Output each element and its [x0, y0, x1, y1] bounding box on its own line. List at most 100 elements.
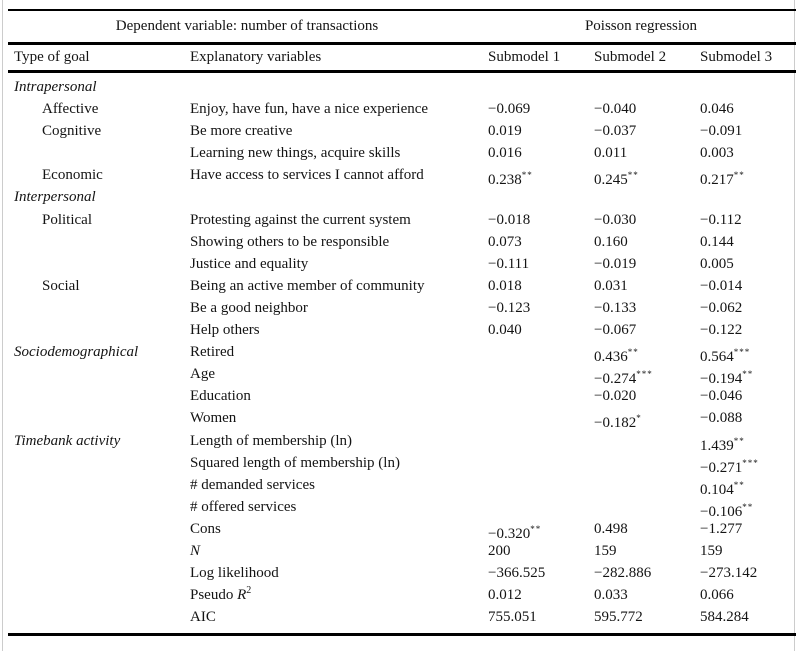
- value-cell: −0.067: [594, 319, 636, 341]
- table-row: Log likelihood −366.525 −282.886 −273.142: [0, 562, 808, 584]
- goal-cell: Sociodemographical: [14, 344, 139, 361]
- value-cell: 0.005: [700, 253, 734, 275]
- coefficient-value: 0.144: [700, 233, 734, 250]
- goal-cell: Timebank activity: [14, 432, 121, 449]
- coefficient-value: −0.274: [594, 371, 637, 388]
- coefficient-value: 0.217: [700, 172, 734, 189]
- coefficient-value: 0.040: [488, 322, 522, 339]
- coefficient-value: 0.104: [700, 481, 734, 498]
- coefficient-value: 0.436: [594, 349, 628, 366]
- coefficient-value: −0.020: [594, 388, 637, 405]
- coefficient-value: 0.019: [488, 123, 522, 140]
- value-cell: 0.073: [488, 231, 522, 253]
- bottom-rule: [8, 633, 796, 636]
- value-cell: −366.525: [488, 562, 545, 584]
- column-header-row: Type of goal Explanatory variables Submo…: [0, 45, 808, 70]
- dependent-variable-title: Dependent variable: number of transactio…: [115, 18, 379, 34]
- coefficient-value: 0.073: [488, 233, 522, 250]
- coefficient-value: 755.051: [488, 609, 537, 626]
- table-row: Be a good neighbor −0.123 −0.133 −0.062: [0, 297, 808, 319]
- coefficient-value: −0.018: [488, 211, 531, 228]
- variable-cell: N: [190, 542, 201, 559]
- coefficient-value: −1.277: [700, 520, 743, 537]
- goal-cell: Affective: [42, 101, 99, 118]
- table-row: Learning new things, acquire skills 0.016…: [0, 142, 808, 164]
- significance-stars: ***: [636, 369, 653, 380]
- value-cell: 595.772: [594, 606, 643, 628]
- table-row: Affective Enjoy, have fun, have a nice ex…: [0, 98, 808, 120]
- table-row: Economic Have access to services I cannot…: [0, 164, 808, 189]
- variable-cell: Age: [190, 366, 215, 383]
- table-row: Help others 0.040 −0.067 −0.122: [0, 319, 808, 341]
- coefficient-value: −282.886: [594, 565, 652, 582]
- variable-cell: Log likelihood: [190, 565, 279, 582]
- value-cell: 0.498: [594, 518, 628, 540]
- value-cell: −0.320**: [488, 518, 541, 545]
- value-cell: −0.194**: [700, 363, 753, 390]
- table-row: Squared length of membership (ln) −0.271*…: [0, 452, 808, 476]
- coefficient-value: −0.123: [488, 299, 531, 316]
- table-row: Showing others to be responsible 0.073 0.1…: [0, 231, 808, 253]
- table-row: Cognitive Be more creative 0.019 −0.037 −0.0…: [0, 120, 808, 142]
- coefficient-value: −366.525: [488, 565, 546, 582]
- significance-stars: **: [530, 523, 542, 534]
- variable-cell: Learning new things, acquire skills: [190, 145, 401, 162]
- coefficient-value: −0.040: [594, 101, 637, 118]
- variable-cell: # offered services: [190, 498, 297, 515]
- coefficient-value: 0.245: [594, 172, 628, 189]
- value-cell: −0.111: [488, 253, 529, 275]
- coefficient-value: −0.112: [700, 211, 742, 228]
- coefficient-value: 159: [700, 542, 723, 559]
- coefficient-value: 0.018: [488, 277, 522, 294]
- value-cell: −0.122: [700, 319, 742, 341]
- variable-cell: Showing others to be responsible: [190, 233, 390, 250]
- significance-stars: **: [742, 369, 754, 380]
- value-cell: 755.051: [488, 606, 537, 628]
- table-row: N 200 159 159: [0, 540, 808, 562]
- mid-rule: [8, 42, 796, 45]
- coefficient-value: 0.564: [700, 349, 734, 366]
- goal-cell: Cognitive: [42, 123, 102, 140]
- value-cell: 0.033: [594, 584, 628, 606]
- coefficient-value: 595.772: [594, 609, 643, 626]
- goal-cell: Economic: [42, 167, 103, 184]
- variable-cell: Length of membership (ln): [190, 432, 353, 449]
- coefficient-value: −273.142: [700, 565, 758, 582]
- significance-stars: **: [521, 170, 533, 181]
- value-cell: 0.016: [488, 142, 522, 164]
- variable-cell: Help others: [190, 322, 260, 339]
- coefficient-value: 0.031: [594, 277, 628, 294]
- variable-cell: AIC: [190, 609, 216, 626]
- significance-stars: **: [742, 501, 754, 512]
- variable-cell: Protesting against the current system: [190, 211, 411, 228]
- coefficient-value: 0.011: [594, 145, 628, 162]
- significance-stars: **: [733, 435, 745, 446]
- table-row: Interpersonal: [0, 186, 808, 208]
- table-row: Timebank activity Length of membership (l…: [0, 430, 808, 454]
- coefficient-value: −0.122: [700, 322, 743, 339]
- table-row: Education −0.020 −0.046: [0, 385, 808, 407]
- coefficient-value: 584.284: [700, 609, 749, 626]
- top-rule: [8, 9, 796, 11]
- value-cell: −0.046: [700, 385, 742, 407]
- value-cell: −0.271***: [700, 452, 759, 479]
- value-cell: 0.436**: [594, 341, 639, 368]
- coefficient-value: −0.046: [700, 388, 743, 405]
- variable-cell: Be more creative: [190, 123, 293, 140]
- value-cell: 0.018: [488, 275, 522, 297]
- significance-stars: **: [627, 347, 639, 358]
- goal-cell: Social: [42, 277, 80, 294]
- column-header-submodel-3: Submodel 3: [700, 49, 773, 65]
- variable-cell: Pseudo R2: [190, 584, 251, 606]
- table-row: Social Being an active member of communit…: [0, 275, 808, 297]
- coefficient-value: −0.030: [594, 211, 637, 228]
- table-row: Sociodemographical Retired 0.436** 0.564***: [0, 341, 808, 366]
- header-bottom-rule: [8, 70, 796, 73]
- column-header-type-of-goal: Type of goal: [14, 49, 90, 65]
- value-cell: −0.014: [700, 275, 742, 297]
- variable-cell: Be a good neighbor: [190, 299, 308, 316]
- coefficient-value: 0.238: [488, 172, 522, 189]
- table-row: # offered services −0.106**: [0, 496, 808, 520]
- significance-stars: **: [733, 479, 745, 490]
- value-cell: −0.020: [594, 385, 636, 407]
